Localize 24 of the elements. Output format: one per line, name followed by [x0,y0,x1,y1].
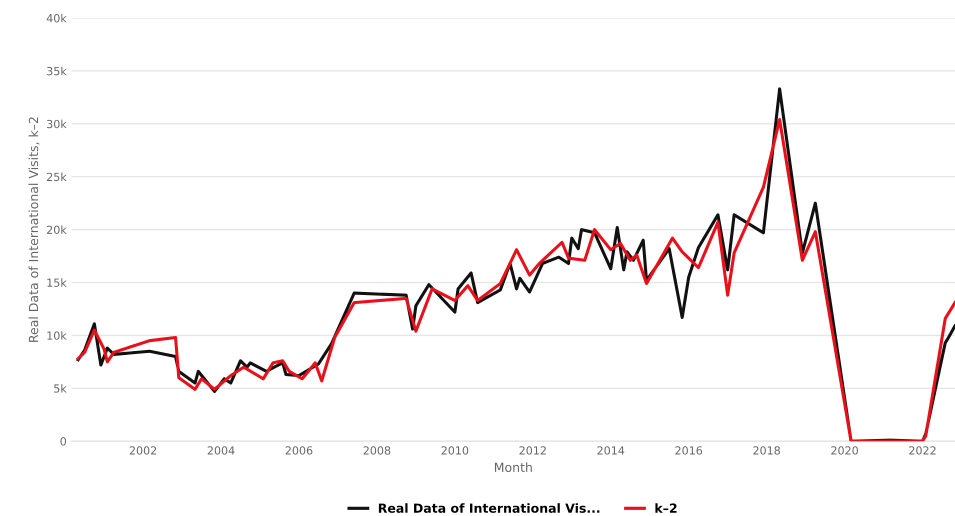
x-tick-label: 2014 [597,446,624,455]
x-tick-label: 2022 [909,446,936,455]
legend-label: Real Data of International Vis... [378,503,600,513]
y-tick-label: 25k [47,172,67,182]
y-tick-label: 0 [60,437,66,446]
x-tick-label: 2004 [208,446,235,455]
x-tick-label: 2020 [831,446,858,455]
legend-label: k–2 [655,503,677,513]
x-tick-label: 2016 [675,446,702,455]
y-tick-label: 40k [46,14,67,22]
y-tick-label: 20k [47,225,67,234]
y-tick-label: 35k [47,66,67,76]
x-tick-label: 2008 [364,446,390,455]
x-tick-label: 2006 [286,446,312,455]
x-axis-title: Month [494,462,532,472]
y-tick-label: 15k [47,278,67,287]
x-tick-label: 2002 [130,446,156,455]
y-tick-label: 5k [54,384,67,393]
y-tick-label: 30k [47,120,67,128]
y-tick-label: 10k [47,331,67,340]
y-axis-title: Real Data of International Visits, k–2 [28,117,40,342]
x-tick-label: 2018 [753,446,780,455]
x-tick-label: 2010 [442,446,468,455]
x-tick-label: 2012 [519,446,546,455]
